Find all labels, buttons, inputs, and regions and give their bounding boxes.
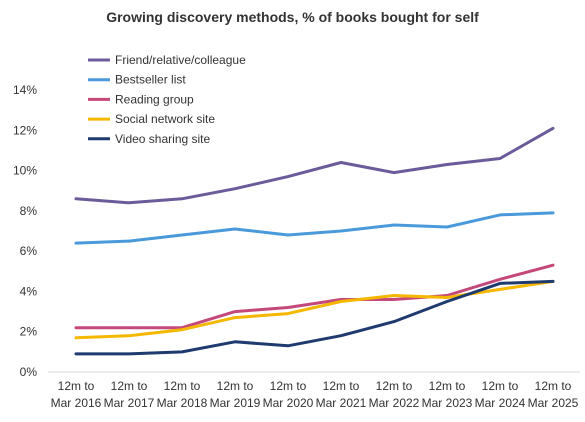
series-line <box>74 211 555 245</box>
y-tick-label: 8% <box>20 204 38 218</box>
x-tick-label: 12m to Mar 2022 <box>369 379 420 410</box>
y-tick-label: 2% <box>20 325 38 339</box>
x-tick-label-line: Mar 2022 <box>369 396 420 410</box>
x-tick-label-line: 12m to <box>270 379 307 393</box>
y-tick-label: 6% <box>20 244 38 258</box>
legend-label: Bestseller list <box>115 73 186 87</box>
x-tick-label-line: 12m to <box>58 379 95 393</box>
x-tick-label-line: 12m to <box>217 379 254 393</box>
x-tick-label: 12m to Mar 2024 <box>475 379 526 410</box>
x-tick-label-line: Mar 2020 <box>263 396 314 410</box>
legend-label: Friend/relative/colleague <box>115 53 246 67</box>
x-tick-label: 12m to Mar 2021 <box>316 379 367 410</box>
x-tick-label-line: 12m to <box>111 379 148 393</box>
x-tick-label: 12m to Mar 2020 <box>263 379 314 410</box>
series-line <box>74 126 555 205</box>
legend-label: Video sharing site <box>115 132 211 146</box>
x-tick-label: 12m to Mar 2023 <box>422 379 473 410</box>
x-tick-label-line: 12m to <box>323 379 360 393</box>
y-tick-label: 14% <box>13 83 37 97</box>
x-tick-label-line: 12m to <box>482 379 519 393</box>
y-tick-label: 12% <box>13 123 37 137</box>
series-line <box>74 263 555 330</box>
x-tick-label-line: Mar 2025 <box>528 396 579 410</box>
y-tick-label: 4% <box>20 284 38 298</box>
x-tick-label-line: Mar 2023 <box>422 396 473 410</box>
x-tick-label: 12m to Mar 2016 <box>51 379 102 410</box>
x-tick-label-line: 12m to <box>376 379 413 393</box>
y-tick-label: 0% <box>20 365 38 379</box>
x-tick-label: 12m to Mar 2018 <box>157 379 208 410</box>
x-tick-label: 12m to Mar 2019 <box>210 379 261 410</box>
x-tick-label-line: Mar 2021 <box>316 396 367 410</box>
chart-title: Growing discovery methods, % of books bo… <box>106 9 479 25</box>
x-tick-label-line: Mar 2017 <box>104 396 155 410</box>
x-tick-label: 12m to Mar 2017 <box>104 379 155 410</box>
x-tick-label-line: Mar 2019 <box>210 396 261 410</box>
x-tick-label: 12m to Mar 2025 <box>528 379 579 410</box>
legend-label: Social network site <box>115 112 215 126</box>
x-tick-label-line: Mar 2018 <box>157 396 208 410</box>
x-tick-label-line: 12m to <box>535 379 572 393</box>
series-line <box>74 279 555 356</box>
x-tick-label-line: Mar 2024 <box>475 396 526 410</box>
x-tick-label-line: 12m to <box>429 379 466 393</box>
x-tick-label-line: 12m to <box>164 379 201 393</box>
y-tick-label: 10% <box>13 164 37 178</box>
x-tick-label-line: Mar 2016 <box>51 396 102 410</box>
legend-label: Reading group <box>115 92 194 106</box>
